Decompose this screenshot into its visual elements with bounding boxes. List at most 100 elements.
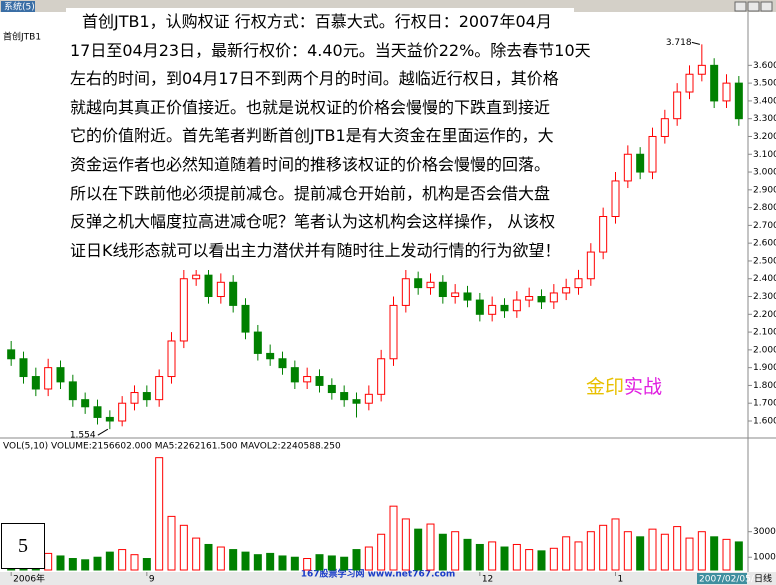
y-tick-label: 1.600 (753, 416, 776, 426)
candle-body (216, 281, 225, 298)
volume-bar (142, 558, 151, 571)
volume-bar (44, 552, 53, 571)
volume-bar (364, 546, 373, 571)
volume-bar (475, 543, 484, 571)
candle-body (525, 296, 534, 301)
y-tick-label: 1000 (753, 553, 776, 563)
volume-bar (155, 457, 164, 571)
candle-body (290, 367, 299, 383)
volume-bar (290, 556, 299, 571)
candle-body (734, 82, 743, 120)
article: 首创JTB1，认购权证 行权方式：百慕大式。行权日：2007年04月 17日至04… (66, 8, 591, 270)
volume-bar (401, 518, 410, 571)
y-tick-label: 3.300 (753, 114, 776, 124)
candle-body (31, 376, 40, 390)
candle-body (488, 304, 497, 315)
candle-body (389, 304, 398, 360)
article-line: 首创JTB1，认购权证 行权方式：百慕大式。行权日：2007年04月 (82, 12, 552, 31)
volume-bar (340, 556, 349, 571)
candle-body (130, 392, 139, 404)
low-pointer (97, 428, 109, 436)
candle-body (364, 393, 373, 404)
volume-bar (229, 549, 238, 571)
candle-body (241, 304, 250, 333)
article-line: 所以在下跌前他必须提前减仓。提前减仓开始前，机构是否会借大盘 (70, 183, 551, 203)
volume-bar (377, 533, 386, 571)
candle-body (19, 358, 28, 378)
candle-body (586, 251, 595, 280)
article-line: 资金运作者也必然知道随着时间的推移该权证的价格会慢慢的回落。 (70, 154, 551, 174)
maximize-button[interactable] (747, 1, 760, 12)
volume-bar (266, 552, 275, 571)
article-line: 就越向其真正价值接近。也就是说权证的价格会慢慢的下跌直到接近 (70, 97, 551, 117)
article-line: 17日至04月23日，最新行权价：4.40元。当天益价22%。除去春节10天 (70, 40, 591, 60)
candle-body (401, 278, 410, 306)
article-line: 证日K线形态就可以看出主力潜伏并有随时往上发动行情的行为欲望！ (70, 240, 561, 260)
candle-body (266, 352, 275, 360)
candle-body (155, 376, 164, 401)
y-tick-label: 2.400 (753, 274, 776, 284)
candle-body (315, 376, 324, 386)
volume-bar (525, 549, 534, 571)
volume-bar (179, 524, 188, 571)
price-pane: 1.600 1.700 1.800 1.900 2.000 2.100 2.200 2.300… (7, 38, 776, 585)
volume-bar (722, 538, 731, 571)
candle-body (68, 381, 77, 401)
y-tick-label: 2.200 (753, 310, 776, 320)
candle-body (463, 292, 472, 301)
minimize-button[interactable] (734, 1, 747, 12)
y-tick-label: 3000 (753, 527, 776, 537)
volume-bar (414, 528, 423, 571)
candle-body (660, 118, 669, 137)
volume-bar (562, 536, 571, 571)
candle-body (426, 281, 435, 289)
candle-body (673, 91, 682, 120)
volume-bar (167, 515, 176, 571)
volume-bar (512, 543, 521, 571)
candle-body (142, 392, 151, 401)
badge: 5 (1, 523, 45, 569)
tab[interactable] (1, 1, 35, 12)
volume-bar (241, 551, 250, 571)
volume-bar (204, 543, 213, 571)
candle-body (623, 153, 632, 182)
volume-bar (586, 531, 595, 571)
period-label: 日线 (754, 573, 772, 585)
y-tick-label: 2.300 (753, 292, 776, 302)
y-tick-label: 3.600 (753, 61, 776, 71)
volume-bar (623, 531, 632, 571)
candle-body (81, 399, 90, 408)
y-tick-label: 2.600 (753, 239, 776, 249)
volume-bar (660, 533, 669, 571)
low-label: 1.554 (70, 431, 96, 441)
watermark-part: 金印 (586, 376, 625, 398)
close-button[interactable] (760, 1, 773, 12)
volume-bar (500, 546, 509, 571)
volume-bar (463, 538, 472, 571)
volume-bar (352, 549, 361, 571)
candle-body (93, 406, 102, 418)
volume-bar (68, 558, 77, 571)
y-tick-label: 1.900 (753, 363, 776, 373)
candle-body (438, 281, 447, 298)
candle-body (611, 180, 620, 217)
candle-body (44, 367, 53, 390)
y-tick-label: 1.700 (753, 399, 776, 409)
y-tick-label: 2.900 (753, 185, 776, 195)
x-tick-label: 2006年 (13, 573, 45, 585)
volume-bar (130, 554, 139, 571)
candle-body (278, 358, 287, 369)
site-watermark: 167股票学习网 www.net767.com (301, 568, 456, 580)
y-tick-label: 1.800 (753, 381, 776, 391)
volume-bar (93, 556, 102, 571)
candle-body (192, 274, 201, 280)
volume-bar (56, 555, 65, 571)
volume-bar (648, 528, 657, 571)
volume-bar (278, 555, 287, 571)
candle-body (722, 82, 731, 102)
candle-body (451, 292, 460, 298)
x-tick-label: 9 (149, 575, 155, 585)
candle-body (710, 64, 719, 102)
candle-body (697, 64, 706, 75)
